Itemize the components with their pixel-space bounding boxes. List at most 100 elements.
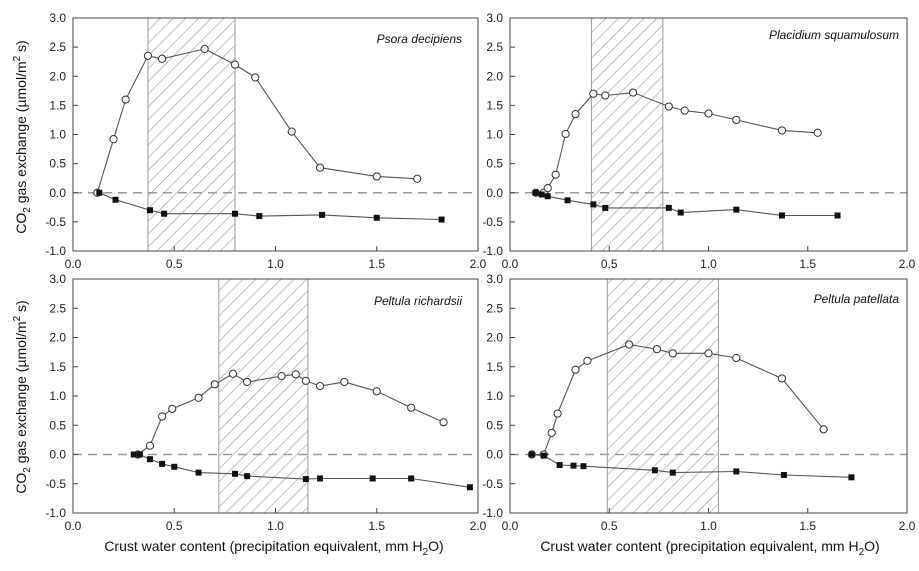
filled-square-point xyxy=(733,206,740,213)
y-label-prefix: CO xyxy=(13,473,29,494)
open-circle-point xyxy=(777,126,787,135)
x-axis-label-right: Crust water content (precipitation equiv… xyxy=(540,538,879,558)
filled-square-point xyxy=(195,469,202,476)
open-circle-point xyxy=(732,115,741,125)
series-line-filled-squares xyxy=(535,192,838,217)
x-tick-label: 0.5 xyxy=(166,519,183,533)
open-circle-point xyxy=(287,127,296,136)
y-tick-label: 2.0 xyxy=(486,331,503,345)
y-tick-label: 2.5 xyxy=(49,40,66,54)
x-tick-label: 2.0 xyxy=(470,257,487,271)
x-tick-label: 0.0 xyxy=(65,257,82,271)
x-tick-label: 0.5 xyxy=(601,257,618,271)
panel-peltula-patellata: -1.0 -0.5 0.0 0.5 1.0 1.5 2.0 2.5 3.0 0.0 0.5 1.0 1.… xyxy=(482,272,915,533)
filled-square-point xyxy=(438,216,445,223)
y-tick-label: 1.5 xyxy=(49,98,66,112)
filled-square-point xyxy=(146,207,153,214)
open-circle-point xyxy=(668,349,677,358)
open-circle-point xyxy=(407,403,416,412)
open-circle-point xyxy=(109,135,118,144)
open-circle-point xyxy=(583,356,592,365)
filled-square-point xyxy=(302,476,309,483)
x-tick-label: 0.0 xyxy=(502,519,519,533)
y-tick-label: 2.5 xyxy=(486,301,503,315)
open-circle-point xyxy=(551,170,560,179)
filled-square-point xyxy=(466,484,473,491)
open-circle-point xyxy=(704,109,713,118)
open-circle-point xyxy=(628,88,638,97)
open-circle-point xyxy=(680,106,689,115)
open-circle-point xyxy=(158,412,167,421)
x-tick-label: 0.0 xyxy=(502,257,519,271)
open-circle-point xyxy=(625,340,634,349)
filled-square-point xyxy=(778,212,785,219)
y-tick-label: 0.5 xyxy=(486,418,503,432)
x-label-sub: 2 xyxy=(859,547,865,558)
x-tick-label: 2.0 xyxy=(899,519,916,533)
filled-square-point xyxy=(130,451,137,458)
x-tick-label: 1.0 xyxy=(700,519,717,533)
filled-square-point xyxy=(733,468,740,475)
hatched-region xyxy=(590,17,664,252)
filled-square-point xyxy=(161,210,168,217)
open-circle-point xyxy=(571,365,580,374)
y-label-sub: 2 xyxy=(22,207,33,213)
panel-peltula-richardsii: -1.0 -0.5 0.0 0.5 1.0 1.5 2.0 2.5 3.0 0.0 0.5 1.0 1.… xyxy=(45,272,486,533)
hatched-region xyxy=(218,278,309,514)
open-circle-point xyxy=(315,163,325,172)
series-line-open-circles xyxy=(535,92,818,194)
hatched-region xyxy=(606,278,719,514)
y-label-sub: 2 xyxy=(22,467,33,473)
filled-square-point xyxy=(780,471,787,478)
y-tick-label: 2.5 xyxy=(486,40,503,54)
y-tick-label: -1.0 xyxy=(45,506,66,520)
x-tick-label: 1.5 xyxy=(368,519,385,533)
filled-square-point xyxy=(651,467,658,474)
filled-square-point xyxy=(590,201,597,208)
y-tick-label: 0.5 xyxy=(49,418,66,432)
filled-square-point xyxy=(538,191,545,198)
filled-square-point xyxy=(580,463,587,470)
y-tick-label: -1.0 xyxy=(482,244,503,258)
filled-square-point xyxy=(373,214,380,221)
open-circle-point xyxy=(210,380,219,389)
x-tick-label: 1.0 xyxy=(267,257,284,271)
open-circle-point xyxy=(200,44,209,53)
filled-square-point xyxy=(570,462,577,469)
open-circle-point xyxy=(243,377,252,387)
open-circle-point xyxy=(547,428,556,437)
filled-square-point xyxy=(244,473,251,480)
y-label-sup: 2 xyxy=(12,315,23,321)
open-circle-point xyxy=(413,174,422,183)
x-tick-label: 1.5 xyxy=(799,257,816,271)
open-circle-point xyxy=(143,51,153,60)
x-tick-label: 1.5 xyxy=(799,519,816,533)
y-label-mid: gas exchange (µmol/m xyxy=(13,321,29,467)
filled-square-point xyxy=(532,189,539,196)
x-label-prefix: Crust water content (precipitation equiv… xyxy=(540,538,858,554)
filled-square-point xyxy=(665,204,672,211)
y-tick-label: 1.0 xyxy=(49,128,66,142)
x-label-suffix: O) xyxy=(864,538,880,554)
x-tick-label: 2.0 xyxy=(470,519,487,533)
y-axis-label-bottom: CO2 gas exchange (µmol/m2 s) xyxy=(12,300,33,493)
open-circle-point xyxy=(372,387,381,396)
open-circle-point xyxy=(230,60,240,69)
open-circle-point xyxy=(340,377,349,387)
series-line-open-circles xyxy=(137,373,444,455)
open-circle-point xyxy=(277,372,286,381)
open-circle-point xyxy=(813,128,822,137)
filled-square-point xyxy=(677,209,684,216)
y-label-sup: 2 xyxy=(12,55,23,61)
y-tick-label: 3.0 xyxy=(486,11,503,25)
y-tick-label: 3.0 xyxy=(49,11,66,25)
y-tick-label: 0.0 xyxy=(486,448,503,462)
open-circle-point xyxy=(732,353,741,363)
filled-square-point xyxy=(256,213,263,220)
panel-psora-decipiens: -1.0 -0.5 0.0 0.5 1.0 1.5 2.0 2.5 3.0 0.0 0.5 1.0 1.… xyxy=(45,11,486,271)
y-axis-label-top: CO2 gas exchange (µmol/m2 s) xyxy=(12,40,33,233)
x-tick-label: 0.0 xyxy=(65,519,82,533)
filled-square-point xyxy=(317,475,324,482)
y-tick-label: 1.5 xyxy=(49,360,66,374)
filled-square-point xyxy=(369,475,376,482)
